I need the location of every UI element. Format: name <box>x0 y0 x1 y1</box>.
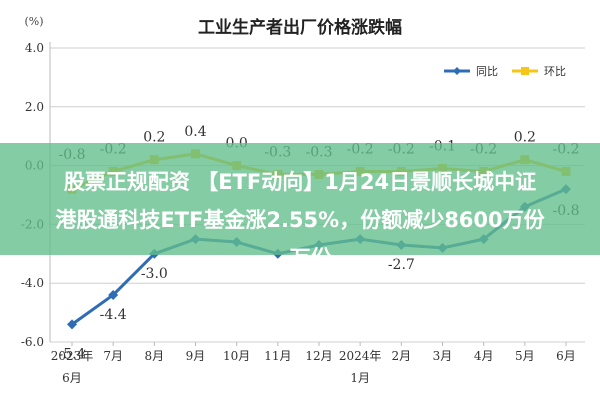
data-label: 0.2 <box>514 130 536 146</box>
x-tick-label: 6月 <box>556 349 576 363</box>
legend: 同比 环比 <box>444 65 566 78</box>
headline-line-3: ，万份 <box>268 246 332 270</box>
data-label: 0.4 <box>184 124 206 140</box>
x-tick-label: 2月 <box>392 349 412 363</box>
x-tick-label: 9月 <box>186 349 206 363</box>
data-label: 0.2 <box>143 130 165 146</box>
series-point-同比 <box>108 289 119 300</box>
data-label: -3.0 <box>141 266 168 282</box>
x-tick-label: 7月 <box>103 349 123 363</box>
headline-line-2: 港股通科技ETF基金涨2.55%，份额减少8600万份 <box>55 208 545 232</box>
data-label: -5.4 <box>59 346 86 362</box>
y-tick-label: -4.0 <box>21 276 44 290</box>
x-tick-label: 10月 <box>223 349 250 363</box>
x-tick-label: 4月 <box>474 349 494 363</box>
x-tick-label: 8月 <box>145 349 165 363</box>
series-point-同比 <box>67 319 77 330</box>
legend-label: 环比 <box>544 65 566 78</box>
x-tick-label: 3月 <box>433 349 453 363</box>
y-tick-label: 4.0 <box>25 41 44 55</box>
headline-text[interactable]: 股票正规配资 【ETF动向】1月24日景顺长城中证 港股通科技ETF基金涨2.5… <box>0 163 600 277</box>
x-tick-label: 1月 <box>350 371 370 385</box>
headline-line-1: 股票正规配资 【ETF动向】1月24日景顺长城中证 <box>63 170 537 194</box>
x-tick-label: 5月 <box>515 349 535 363</box>
chart-title: 工业生产者出厂价格涨跌幅 <box>198 17 402 38</box>
x-tick-label: 2024年 <box>339 349 382 363</box>
y-axis-unit: (%) <box>24 15 43 28</box>
x-tick-label: 12月 <box>305 349 332 363</box>
legend-marker <box>453 67 461 75</box>
x-tick-label: 2023年 <box>51 349 94 363</box>
y-tick-label: -6.0 <box>21 335 44 349</box>
legend-marker <box>521 67 529 75</box>
data-label: -2.7 <box>388 257 415 273</box>
data-label: -4.4 <box>100 307 127 323</box>
legend-label: 同比 <box>476 65 498 78</box>
y-tick-label: 2.0 <box>25 100 44 114</box>
x-tick-label: 6月 <box>62 371 82 385</box>
x-axis-ticks: 2023年 6月 7月 8月 9月 10月 11月 12月 2024年 1月 2月 3月 4月 5月 6月 <box>51 342 576 385</box>
x-tick-label: 11月 <box>264 349 291 363</box>
headline-overlay <box>0 143 600 255</box>
